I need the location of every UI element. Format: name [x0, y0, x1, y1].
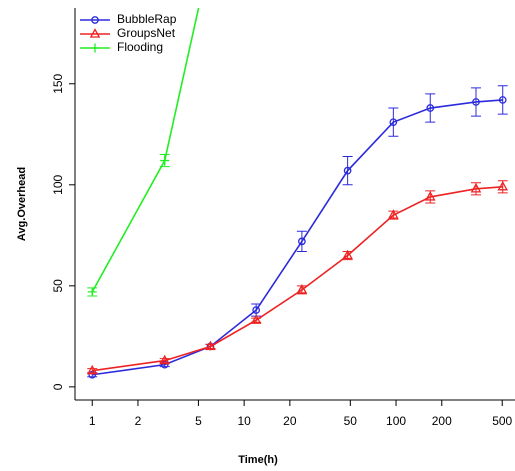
- series-line: [92, 99, 503, 376]
- point: [498, 96, 507, 104]
- x-tick-label: 2: [135, 414, 142, 428]
- x-tick-label: 20: [283, 414, 297, 428]
- point: [343, 166, 352, 175]
- point: [86, 364, 98, 375]
- x-tick-label: 200: [432, 414, 452, 428]
- point: [388, 209, 399, 219]
- point: [389, 118, 398, 127]
- x-axis-title: Time(h): [238, 454, 278, 466]
- error-bar: [388, 107, 399, 137]
- x-tick-label: 1: [89, 414, 96, 428]
- point: [298, 237, 306, 246]
- point: [470, 183, 482, 193]
- y-tick-label: 150: [51, 73, 65, 93]
- y-axis-title: Avg.Overhead: [16, 167, 28, 241]
- legend-marker: [89, 28, 101, 38]
- error-bar: [296, 230, 307, 252]
- point: [472, 98, 480, 106]
- point: [160, 156, 170, 166]
- legend-marker: [91, 16, 99, 24]
- point: [342, 249, 353, 260]
- plot-area: [86, 8, 509, 379]
- legend-label: BubbleRap: [117, 12, 177, 26]
- point: [252, 306, 261, 314]
- y-tick-label: 100: [51, 174, 65, 194]
- series-line: [92, 186, 503, 372]
- legend-label: Flooding: [117, 40, 163, 54]
- x-tick-label: 50: [344, 414, 358, 428]
- y-tick-label: 0: [51, 383, 65, 390]
- y-tick-label: 50: [51, 279, 65, 293]
- point: [426, 104, 435, 112]
- point: [497, 180, 509, 191]
- point: [250, 314, 262, 324]
- point: [159, 354, 171, 365]
- x-tick-label: 5: [195, 414, 202, 428]
- point: [205, 340, 216, 351]
- x-tick-label: 500: [492, 414, 512, 428]
- error-bar: [342, 156, 353, 186]
- point: [87, 287, 97, 297]
- point: [424, 191, 436, 201]
- legend-label: GroupsNet: [117, 26, 176, 40]
- error-bar: [470, 87, 481, 117]
- error-bar: [497, 85, 508, 115]
- x-tick-label: 10: [237, 414, 251, 428]
- point: [296, 284, 308, 294]
- error-bar: [425, 93, 436, 123]
- legend-marker: [90, 43, 100, 53]
- x-tick-label: 100: [386, 414, 406, 428]
